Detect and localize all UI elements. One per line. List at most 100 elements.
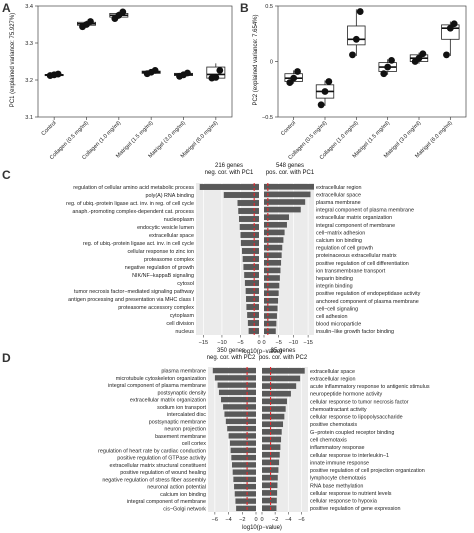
panel-c-right-category-label: cell−cell signaling xyxy=(316,306,358,312)
panel-d-right-title-1: 85 genes xyxy=(271,348,296,354)
panel-c-right-title-1: 548 genes xyxy=(276,163,304,169)
panel-d-left-bar xyxy=(232,469,256,475)
panel-c-left-bar xyxy=(241,248,259,254)
panel-c-left-bar xyxy=(247,312,259,318)
panel-d-right-category-label: extracellular space xyxy=(310,369,355,375)
panel-c-right-category-label: cell−matrix adhesion xyxy=(316,230,365,236)
panel-d-right-bar xyxy=(262,505,277,512)
panel-c-xlabel: log10(p−value) xyxy=(242,349,282,355)
panel-d-right-category-label: cell chemotaxis xyxy=(310,438,347,444)
panel-c-left-xtick-label: 0 xyxy=(257,340,260,346)
panel-d-right-category-label: cellular response to nutrient levels xyxy=(310,491,392,497)
panel-b-point xyxy=(317,101,325,109)
panel-d-left-xtick-label: −4 xyxy=(225,517,231,523)
panel-d-right-bar xyxy=(262,490,278,496)
panel-c-right-title-2: pos. cor. with PC1 xyxy=(266,170,315,176)
panel-c-left-category-label: cytosol xyxy=(177,281,194,287)
panel-c-left-bar xyxy=(247,320,259,326)
panel-d-left-category-label: negative regulation of stress fiber asse… xyxy=(102,477,206,483)
panel-d-right-bar xyxy=(262,421,284,428)
panel-c-right-category-label: integral component of membrane xyxy=(316,223,395,229)
panel-d-right-bar xyxy=(262,474,278,481)
panel-a-xtick-label: Matrigel (6.0 mg/ml) xyxy=(180,120,220,160)
panel-d-right-xtick-label: −2 xyxy=(272,517,278,523)
panel-c-right-bar xyxy=(264,305,278,312)
panel-b-ytick-label: 0.5 xyxy=(265,4,273,10)
panel-d-left-category-label: microtubule cytoskeleton organization xyxy=(116,376,206,382)
panel-a-point xyxy=(87,18,94,25)
panel-d-right-bar xyxy=(262,375,301,382)
panel-c-left-category-label: regulation of cellular amino acid metabo… xyxy=(73,185,194,191)
panel-d-left-bar xyxy=(225,418,256,425)
panel-d-left-bar xyxy=(236,505,256,512)
panel-c-left-bar xyxy=(244,272,259,278)
panel-c-left-category-label: cell division xyxy=(166,321,194,327)
panel-d-right-bar xyxy=(262,467,279,473)
panel-d-right-category-label: positive regulation of gene expression xyxy=(310,506,401,512)
panel-d-right-bar xyxy=(262,406,286,412)
panel-c-left-xtick-label: −5 xyxy=(237,340,243,346)
panel-d-left-bar xyxy=(234,491,256,497)
panel-c-left-category-label: proteasome accessory complex xyxy=(118,305,194,311)
panel-d-left-category-label: cis−Golgi network xyxy=(163,506,206,512)
panel-c-left-category-label: endocytic vesicle lumen xyxy=(137,225,194,231)
panel-c-right-category-label: integrin binding xyxy=(316,284,353,290)
panel-c-right-bar xyxy=(264,320,277,327)
panel-d-left-category-label: postsynaptic density xyxy=(157,390,206,396)
panel-d-left-bar xyxy=(221,396,256,403)
panel-d-right-category-label: RNA base methylation xyxy=(310,483,363,489)
panel-d-right-bar xyxy=(262,367,305,374)
panel-d-left-category-label: extracellular matrix structural constitu… xyxy=(110,463,207,469)
panel-b-ylabel: PC2 (explained variance: 7.654%) xyxy=(253,14,259,105)
panel-c-left-title-2: neg. cor. with PC1 xyxy=(205,170,254,176)
panel-c-right-category-label: cell adhesion xyxy=(316,314,347,320)
panel-d-left-bar xyxy=(231,454,256,461)
panel-d-right-category-label: cellular response to tumor necrosis fact… xyxy=(310,399,409,405)
panel-c-left-bar xyxy=(246,296,259,302)
panel-c-right-category-label: extracellular space xyxy=(316,192,361,198)
panel-c-right-bar xyxy=(264,267,281,274)
panel-c-left-bar xyxy=(240,232,259,238)
panel-c-left-category-label: nucleus xyxy=(175,329,194,335)
panel-c-left-category-label: negative regulation of growth xyxy=(125,265,194,271)
panel-d-right-category-label: innate immune response xyxy=(310,460,369,466)
panel-d-right-category-label: chemoattractant activity xyxy=(310,407,367,413)
panel-d-right-bar xyxy=(262,436,282,443)
panel-label-c: C xyxy=(2,168,11,182)
panel-c-left-category-label: proteasome complex xyxy=(144,257,194,263)
panel-a-point xyxy=(119,8,127,16)
panel-b-point xyxy=(388,56,395,64)
panel-c-left-category-label: NIK/NF−kappaB signaling xyxy=(132,273,194,279)
panel-d-right-category-label: G−protein coupled receptor binding xyxy=(310,430,394,436)
panel-c-left-category-label: cellular response to zinc ion xyxy=(127,249,194,255)
panel-b-point xyxy=(446,24,454,32)
panel-d-left-bar xyxy=(232,462,256,468)
panel-c-left-xtick-label: −15 xyxy=(199,340,209,346)
panel-d-left-category-label: sodium ion transport xyxy=(157,405,206,411)
panel-d-right-bar xyxy=(262,497,277,504)
panel-d-right-category-label: extracellular region xyxy=(310,376,356,382)
panel-c-left-category-label: extracellular space xyxy=(149,233,194,239)
panel-b-point xyxy=(290,74,298,82)
panel-d-left-category-label: neuron projection xyxy=(164,427,206,433)
panel-d-right-category-label: positive regulation of cell projection o… xyxy=(310,468,425,474)
panel-c-right-category-label: extracellular matrix organization xyxy=(316,215,392,221)
panel-label-d: D xyxy=(2,351,11,365)
panel-d-right-xtick-label: −6 xyxy=(298,517,304,523)
panel-d-right-title-2: pos. cor. with PC2 xyxy=(259,355,308,361)
panel-d-left-xtick-label: 0 xyxy=(254,517,257,523)
panel-b-point xyxy=(419,50,427,58)
panel-label-b: B xyxy=(240,1,249,15)
panel-b-point xyxy=(380,70,388,78)
panel-d-left-bar xyxy=(212,367,256,374)
panel-c-right-category-label: heparin binding xyxy=(316,276,353,282)
panel-c-right-bar xyxy=(264,290,279,297)
panel-c-right-bar xyxy=(264,221,287,228)
panel-c-left-category-label: anaph.-promoting complex-dependent cat. … xyxy=(72,209,194,215)
panel-d-left-bar xyxy=(217,382,256,388)
panel-b-point xyxy=(415,54,423,62)
panel-d-right-bar xyxy=(262,429,282,435)
